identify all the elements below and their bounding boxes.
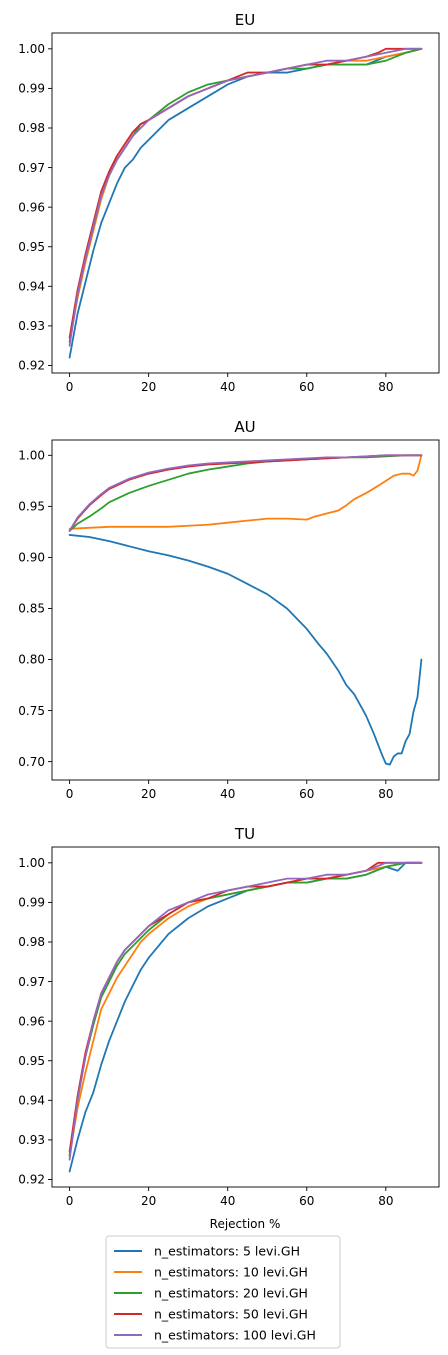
y-tick-label: 0.99 [18,82,45,96]
y-tick-label: 0.93 [18,1133,45,1147]
y-tick-label: 0.96 [18,1014,45,1028]
x-tick-label: 80 [378,380,393,394]
legend-label: n_estimators: 20 levi.GH [154,1286,308,1301]
y-tick-label: 0.85 [18,602,45,616]
legend-entry-10: n_estimators: 10 levi.GH [114,1265,308,1280]
y-tick-label: 1.00 [18,449,45,463]
panel-title: AU [234,418,255,436]
y-tick-label: 0.92 [18,1173,45,1187]
y-tick-label: 0.98 [18,935,45,949]
legend-frame [105,1235,341,1349]
series-layer [68,454,423,766]
axes-frame [51,846,440,1188]
x-tick-label: 40 [220,787,235,801]
panel-eu: EU 0 20 40 60 80 0.92 0.93 0.94 0.95 0.96 0.97 0.98… [18,11,440,394]
y-tick-label: 0.93 [18,319,45,333]
x-tick-label: 20 [141,787,156,801]
panel-au: AU 0 20 40 60 80 0.70 0.75 0.80 0.85 0.90 0.95 1.00 [18,418,440,801]
panel-tu: TU 0 20 40 60 80 0.92 0.93 0.94 0.95 0.96 0.97 0.98… [18,825,440,1231]
x-tick-label: 60 [299,1194,314,1208]
y-tick-label: 0.94 [18,280,45,294]
series-line-s100 [68,454,423,532]
y-tick-label: 0.80 [18,653,45,667]
axes-frame [51,439,440,781]
y-tick-label: 0.95 [18,1054,45,1068]
axes-frame [51,32,440,374]
y-tick-label: 0.97 [18,975,45,989]
y-tick-label: 0.94 [18,1094,45,1108]
x-tick-label: 60 [299,380,314,394]
x-tick-label: 40 [220,1194,235,1208]
y-tick-label: 0.97 [18,161,45,175]
x-tick-label: 80 [378,787,393,801]
y-tick-label: 0.75 [18,704,45,718]
legend-label: n_estimators: 5 levi.GH [154,1244,300,1259]
y-tick-label: 0.95 [18,500,45,514]
x-tick-label: 80 [378,1194,393,1208]
y-tick-label: 0.96 [18,200,45,214]
legend-entry-50: n_estimators: 50 levi.GH [114,1307,308,1322]
x-tick-label: 20 [141,380,156,394]
tick-layer: 0 20 40 60 80 0.92 0.93 0.94 0.95 0.96 0.97 0.98 0.9… [18,42,393,394]
series-layer [68,47,423,359]
legend-label: n_estimators: 50 levi.GH [154,1307,308,1322]
x-tick-label: 40 [220,380,235,394]
legend-entry-5: n_estimators: 5 levi.GH [114,1244,300,1259]
legend: n_estimators: 5 levi.GH n_estimators: 10… [105,1235,341,1349]
y-tick-label: 1.00 [18,856,45,870]
y-tick-label: 0.95 [18,240,45,254]
legend-entry-100: n_estimators: 100 levi.GH [114,1328,316,1343]
y-tick-label: 0.92 [18,359,45,373]
series-line-s10 [68,454,423,530]
x-tick-label: 20 [141,1194,156,1208]
panel-title: EU [235,11,255,29]
series-line-s5 [68,534,423,766]
legend-label: n_estimators: 100 levi.GH [154,1328,316,1343]
x-tick-label: 60 [299,787,314,801]
x-tick-label: 0 [66,1194,74,1208]
tick-layer: 0 20 40 60 80 0.70 0.75 0.80 0.85 0.90 0.95 1.00 [18,449,393,801]
y-tick-label: 0.98 [18,121,45,135]
x-tick-label: 0 [66,380,74,394]
legend-label: n_estimators: 10 levi.GH [154,1265,308,1280]
series-layer [68,861,423,1173]
tick-layer: 0 20 40 60 80 0.92 0.93 0.94 0.95 0.96 0.97 0.98 0.9… [18,856,393,1208]
y-tick-label: 0.90 [18,551,45,565]
series-line-s100 [68,47,423,347]
panel-title: TU [234,825,255,843]
y-tick-label: 0.70 [18,755,45,769]
series-line-s100 [68,861,423,1161]
y-tick-label: 0.99 [18,896,45,910]
x-tick-label: 0 [66,787,74,801]
y-tick-label: 1.00 [18,42,45,56]
legend-entry-20: n_estimators: 20 levi.GH [114,1286,308,1301]
x-axis-label: Rejection % [210,1217,281,1231]
